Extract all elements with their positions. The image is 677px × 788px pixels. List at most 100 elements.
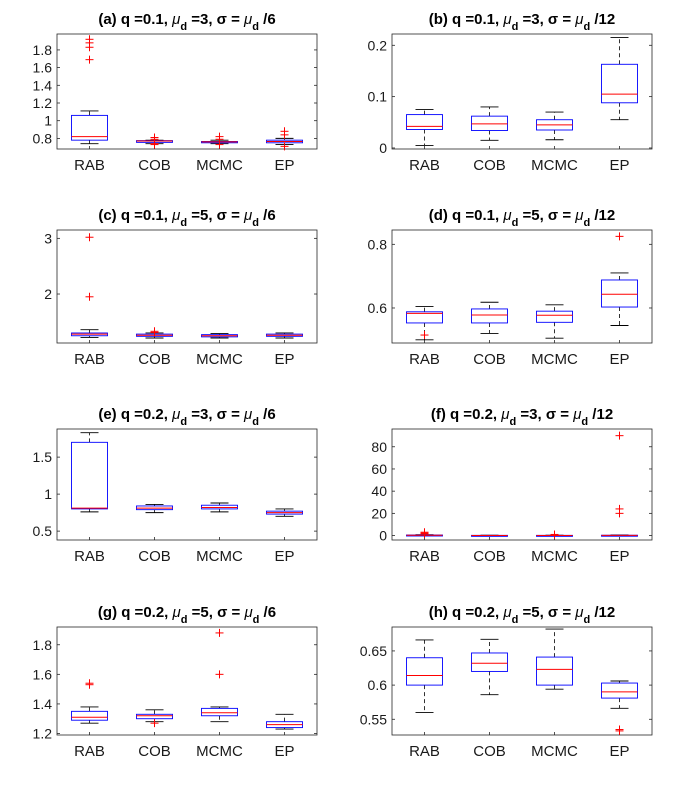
y-tick-label: 0.6 [368, 300, 388, 316]
x-tick-label: COB [138, 743, 171, 760]
x-tick-label: RAB [74, 743, 105, 760]
y-tick-label: 0.8 [33, 130, 53, 146]
outlier-marker [550, 530, 559, 539]
box-rab [71, 432, 108, 513]
box-iqr [471, 652, 508, 672]
x-tick-label: COB [473, 157, 506, 174]
plot-area [391, 428, 653, 541]
box-iqr [71, 710, 108, 721]
box-ep [266, 508, 303, 517]
box-iqr [601, 682, 638, 699]
x-tick-label: MCMC [196, 157, 243, 174]
boxplot-panel-d: (d) q =0.1, μd =5, σ = μd /12 0.6 0.8 RAB CO… [368, 207, 653, 368]
box-mcmc [201, 502, 238, 513]
boxplot-panel-f: (f) q =0.2, μd =3, σ = μd /12 0 20 40 60 80 RA… [371, 406, 653, 565]
y-tick-label: 1.2 [33, 726, 53, 742]
x-tick-label: EP [274, 548, 294, 565]
x-tick-label: MCMC [196, 351, 243, 368]
x-tick-label: COB [473, 548, 506, 565]
chart-title: (h) q =0.2, μd =5, σ = μd /12 [429, 604, 616, 626]
plot-area [391, 626, 653, 736]
x-tick-label: EP [274, 351, 294, 368]
box-cob [471, 638, 508, 696]
outlier-marker [420, 331, 429, 340]
box-iqr [406, 311, 443, 324]
x-tick-label: COB [473, 743, 506, 760]
outlier-marker [150, 327, 159, 336]
box-iqr [601, 63, 638, 104]
x-tick-label: MCMC [531, 351, 578, 368]
x-tick-label: MCMC [196, 743, 243, 760]
box-ep [601, 680, 638, 735]
y-tick-label: 1.8 [33, 637, 53, 653]
y-tick-label: 0.55 [360, 711, 387, 727]
box-mcmc [201, 132, 238, 149]
box-mcmc [536, 530, 573, 539]
y-tick-label: 1.5 [33, 449, 53, 465]
plot-area [391, 229, 653, 344]
box-ep [601, 37, 638, 121]
outlier-marker [615, 504, 624, 513]
y-tick-label: 0.2 [368, 37, 388, 53]
outlier-marker [85, 233, 94, 242]
box-iqr [406, 114, 443, 130]
outlier-marker [280, 142, 289, 151]
chart-title: (b) q =0.1, μd =3, σ = μd /12 [429, 11, 616, 33]
box-rab [71, 233, 108, 338]
chart-title: (e) q =0.2, μd =3, σ = μd /6 [98, 406, 275, 428]
y-tick-label: 0.5 [33, 523, 53, 539]
chart-title: (d) q =0.1, μd =5, σ = μd /12 [429, 207, 616, 229]
boxplot-panel-e: (e) q =0.2, μd =3, σ = μd /6 0.5 1 1.5 RAB CO… [33, 406, 318, 565]
x-tick-label: RAB [409, 743, 440, 760]
y-tick-label: 40 [371, 483, 387, 499]
chart-title: (f) q =0.2, μd =3, σ = μd /12 [431, 406, 613, 428]
y-tick-label: 0 [379, 528, 387, 544]
box-ep [266, 713, 303, 730]
box-cob [136, 504, 173, 514]
y-tick-label: 20 [371, 505, 387, 521]
x-tick-label: MCMC [196, 548, 243, 565]
outlier-marker [280, 127, 289, 136]
outlier-marker [85, 35, 94, 44]
x-tick-label: RAB [74, 351, 105, 368]
y-tick-label: 0.1 [368, 89, 388, 105]
plot-area [56, 33, 318, 150]
box-iqr [471, 308, 508, 324]
x-tick-label: RAB [409, 157, 440, 174]
box-cob [471, 534, 508, 537]
box-iqr [471, 115, 508, 131]
y-tick-label: 1.4 [33, 77, 53, 93]
boxplot-panel-g: (g) q =0.2, μd =5, σ = μd /6 1.2 1.4 1.6 1.8… [33, 604, 318, 760]
x-tick-label: MCMC [531, 157, 578, 174]
x-tick-label: EP [609, 548, 629, 565]
y-tick-label: 0.6 [368, 677, 388, 693]
y-tick-label: 0.8 [368, 236, 388, 252]
x-tick-label: COB [138, 157, 171, 174]
box-mcmc [201, 628, 238, 723]
outlier-marker [85, 679, 94, 688]
box-mcmc [536, 628, 573, 690]
y-tick-label: 3 [44, 230, 52, 246]
x-tick-label: RAB [74, 548, 105, 565]
outlier-marker [215, 670, 224, 679]
box-cob [136, 133, 173, 149]
y-tick-label: 1.8 [33, 42, 53, 58]
box-rab [406, 528, 443, 538]
x-tick-label: EP [274, 743, 294, 760]
y-tick-label: 1.6 [33, 60, 53, 76]
x-tick-label: EP [609, 743, 629, 760]
x-tick-label: RAB [409, 351, 440, 368]
box-rab [71, 679, 108, 724]
box-iqr [406, 657, 443, 686]
x-tick-label: EP [609, 157, 629, 174]
box-cob [136, 327, 173, 339]
y-tick-label: 1 [44, 113, 52, 129]
y-tick-label: 1.4 [33, 696, 53, 712]
outlier-marker [215, 628, 224, 637]
chart-title: (a) q =0.1, μd =3, σ = μd /6 [98, 11, 275, 33]
y-tick-label: 80 [371, 439, 387, 455]
outlier-marker [85, 55, 94, 64]
plot-area [56, 626, 318, 736]
box-iqr [71, 114, 108, 141]
